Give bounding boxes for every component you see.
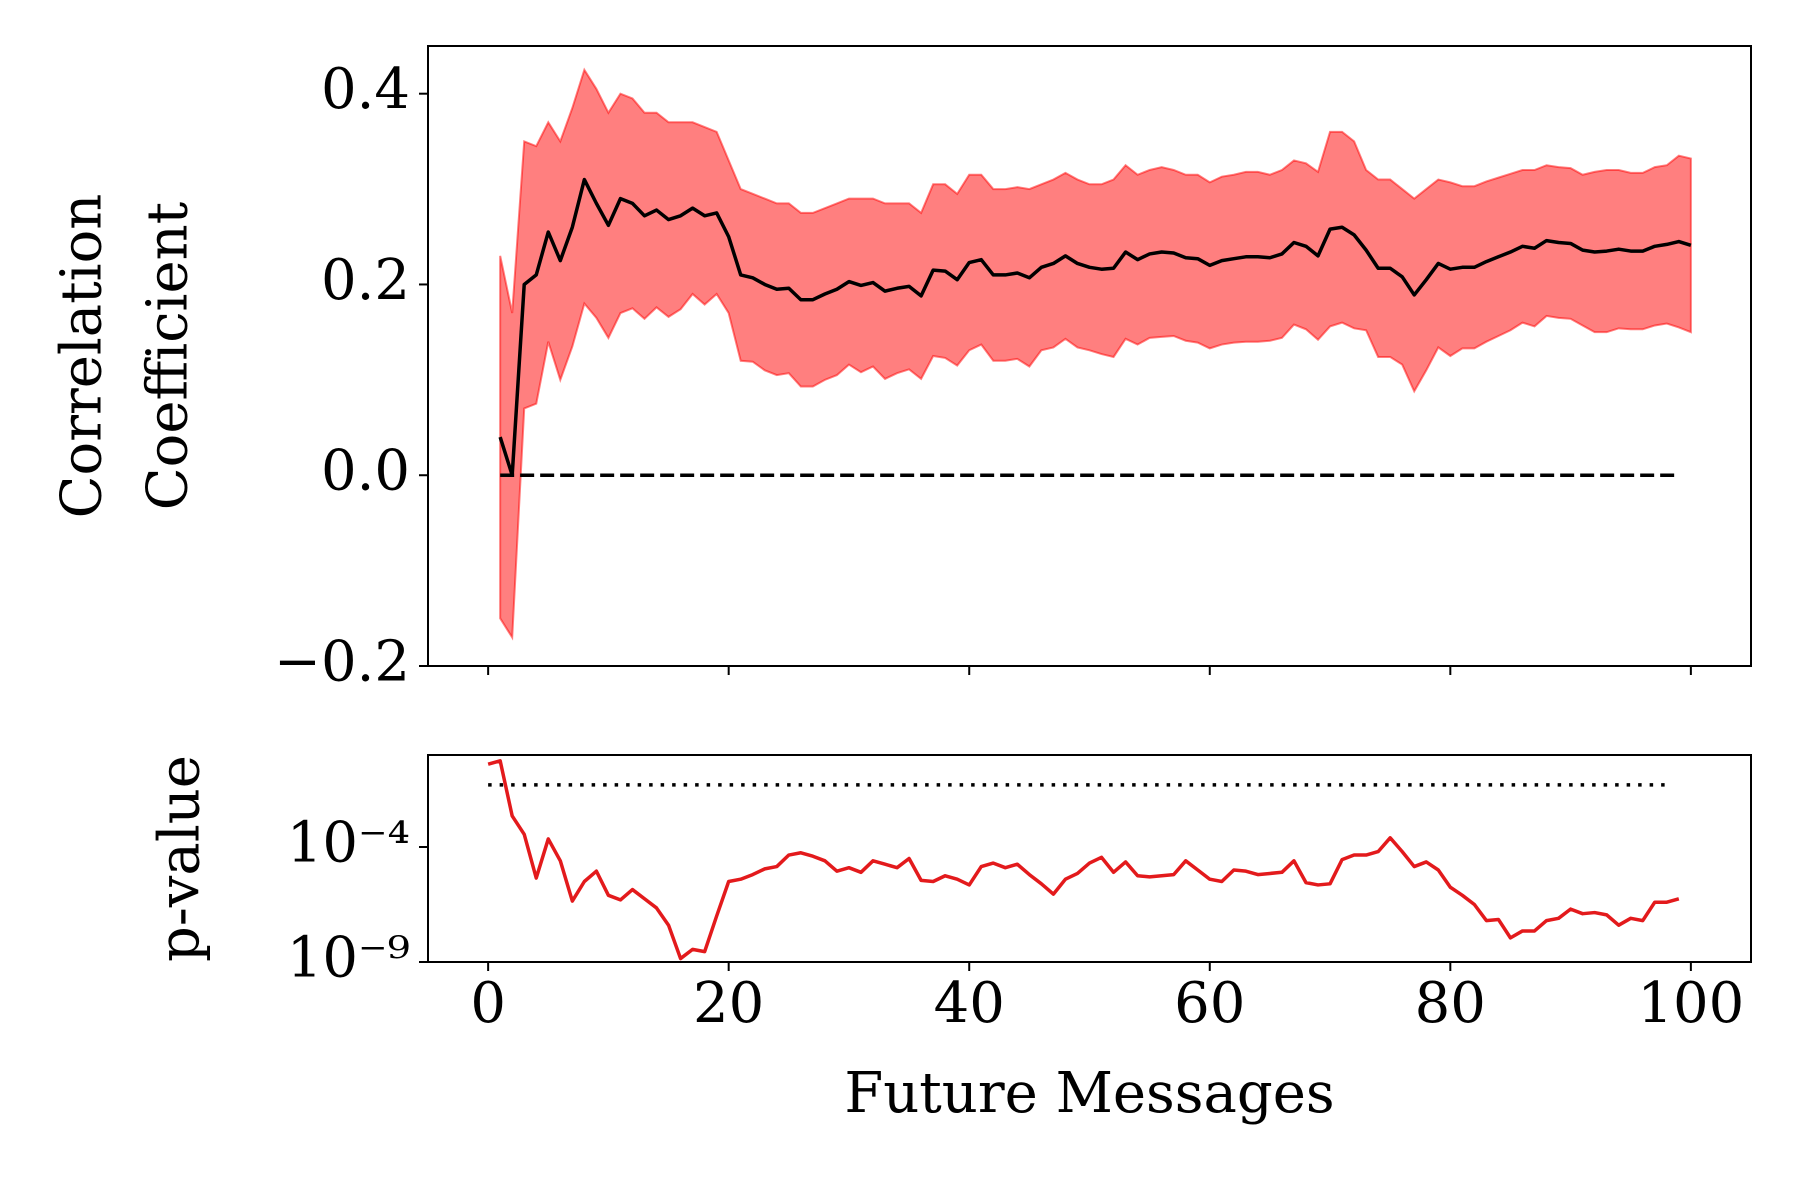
x-tick-label: 20 (693, 971, 764, 1036)
x-tick-label: 40 (934, 971, 1005, 1036)
x-tick-label: 100 (1637, 971, 1744, 1036)
y-tick-label: 0.0 (321, 439, 410, 504)
data-line (498, 177, 1692, 477)
x-axis-label: Future Messages (844, 1061, 1334, 1126)
axes-frame (427, 45, 1752, 667)
y-tick-label: 0.4 (321, 57, 410, 122)
y-tick-label: 10⁻⁹ (287, 926, 410, 991)
y-tick-label: −0.2 (274, 630, 410, 695)
confidence-band (499, 67, 1692, 641)
axes-frame (427, 754, 1752, 963)
x-tick-label: 60 (1174, 971, 1245, 1036)
y-tick-label: 0.2 (321, 248, 410, 313)
data-line (487, 759, 1680, 961)
y-axis-label: Correlation (50, 194, 115, 519)
x-tick-label: 80 (1415, 971, 1486, 1036)
y-axis-label: p-value (148, 755, 213, 962)
y-tick-label: 10⁻⁴ (287, 811, 410, 876)
x-tick-label: 0 (470, 971, 506, 1036)
y-axis-label: Coefficient (136, 201, 201, 510)
